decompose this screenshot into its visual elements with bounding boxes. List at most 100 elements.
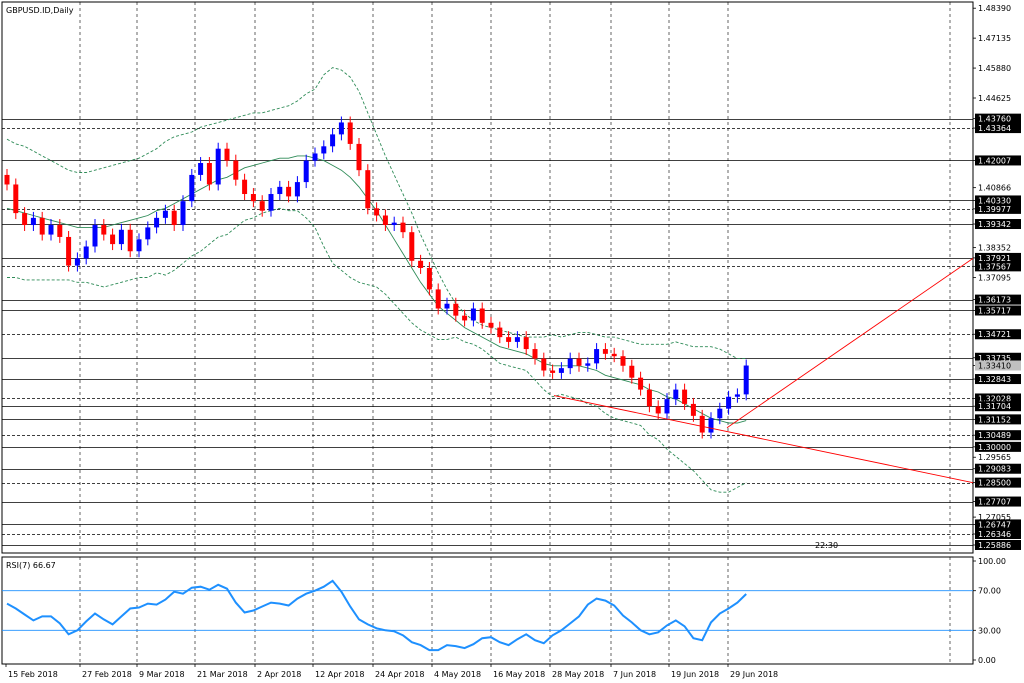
candle-down (127, 229, 133, 252)
price-label-box (975, 155, 1021, 166)
candle-up (734, 394, 740, 397)
chart-title: GBPUSD.ID,Daily (6, 6, 74, 15)
candle-down (66, 236, 72, 266)
trendline-up (726, 258, 974, 429)
candle-down (233, 160, 239, 180)
candle-up (48, 225, 54, 235)
candle-down (506, 337, 512, 342)
price-label: 1.28500 (978, 479, 1011, 488)
candle-up (726, 396, 732, 409)
candle-down (690, 403, 696, 416)
time-tick-label: 15 Feb 2018 (8, 670, 58, 679)
candle-up (321, 146, 327, 154)
price-label: 1.43364 (978, 124, 1011, 133)
candle-down (541, 358, 547, 371)
candle-down (57, 225, 63, 237)
rsi-pane-frame (1, 556, 974, 665)
rsi-pane: RSI(7) 66.67 (1, 556, 974, 665)
candle-up (717, 408, 723, 419)
candle-down (682, 389, 688, 404)
candle-down (224, 148, 230, 161)
candle-down (39, 217, 45, 235)
price-label: 1.42007 (978, 156, 1011, 165)
price-label-box (975, 261, 1021, 272)
price-label-box (975, 519, 1021, 530)
time-tick-label: 2 Apr 2018 (257, 670, 301, 679)
upper-band-line (6, 67, 747, 360)
candle-down (620, 356, 626, 366)
candle-down (497, 327, 503, 338)
candle-up (180, 201, 186, 226)
time-tick-label: 27 Feb 2018 (82, 670, 132, 679)
candle-up (83, 246, 89, 259)
candle-down (13, 184, 19, 214)
price-label-box (975, 329, 1021, 340)
price-label-box (975, 294, 1021, 305)
candle-down (602, 349, 608, 354)
candle-down (655, 406, 661, 414)
lower-band-line (7, 207, 747, 493)
price-label: 1.37095 (978, 274, 1011, 283)
candle-up (145, 227, 151, 240)
candle-down (418, 260, 424, 268)
candle-up (585, 363, 591, 366)
candle-down (426, 267, 432, 290)
price-label: 1.27707 (978, 498, 1011, 507)
price-label-box (975, 441, 1021, 452)
price-label-box (975, 195, 1021, 206)
candle-up (294, 182, 300, 197)
price-label-box (975, 393, 1021, 404)
time-tick-label: 4 May 2018 (434, 670, 481, 679)
price-label: 1.36173 (978, 296, 1011, 305)
candle-down (286, 186, 292, 197)
candle-down (638, 377, 644, 390)
rsi-tick-label: 70.00 (978, 587, 1001, 596)
price-label-box (975, 529, 1021, 540)
trendlines (553, 258, 974, 484)
price-label-box (975, 252, 1021, 263)
candle-up (154, 217, 160, 228)
candle-down (382, 215, 388, 226)
price-label: 1.48390 (978, 4, 1011, 13)
price-label-box (975, 219, 1021, 230)
price-label: 1.30489 (978, 431, 1011, 440)
price-label: 1.35717 (978, 306, 1011, 315)
rsi-tick-label: 100.00 (978, 557, 1006, 566)
rsi-line (6, 579, 747, 652)
price-label: 1.44625 (978, 94, 1011, 103)
price-label: 1.26747 (978, 520, 1011, 529)
candle-down (611, 353, 617, 357)
candle-up (708, 418, 714, 433)
candle-down (171, 210, 177, 226)
candle-down (4, 174, 10, 185)
candle-down (242, 179, 248, 195)
candle-up (391, 222, 397, 226)
price-label: 1.37567 (978, 262, 1011, 271)
candle-down (22, 213, 28, 226)
candle-up (118, 229, 124, 245)
candle-down (550, 370, 556, 373)
price-pane: GBPUSD.ID,Daily (1, 1, 974, 554)
candle-up (743, 365, 749, 395)
candle-down (532, 349, 538, 359)
price-label: 1.33735 (978, 354, 1011, 363)
candle-up (444, 303, 450, 309)
price-label: 1.39977 (978, 205, 1011, 214)
price-label: 1.40330 (978, 196, 1011, 205)
candle-down (356, 143, 362, 171)
time-tick-label: 16 May 2018 (493, 670, 545, 679)
price-label-box (975, 203, 1021, 214)
price-label: 1.34721 (978, 330, 1011, 339)
price-label: 1.43760 (978, 115, 1011, 124)
price-label-box (975, 374, 1021, 385)
price-label: 1.31152 (978, 415, 1011, 424)
price-label: 1.31704 (978, 402, 1011, 411)
price-label: 1.27055 (978, 513, 1011, 522)
candle-up (514, 337, 520, 342)
candle-down (629, 365, 635, 378)
candle-up (673, 389, 679, 400)
time-tick-label: 7 Jun 2018 (613, 670, 656, 679)
price-label-box (975, 360, 1021, 371)
candles (4, 116, 749, 439)
